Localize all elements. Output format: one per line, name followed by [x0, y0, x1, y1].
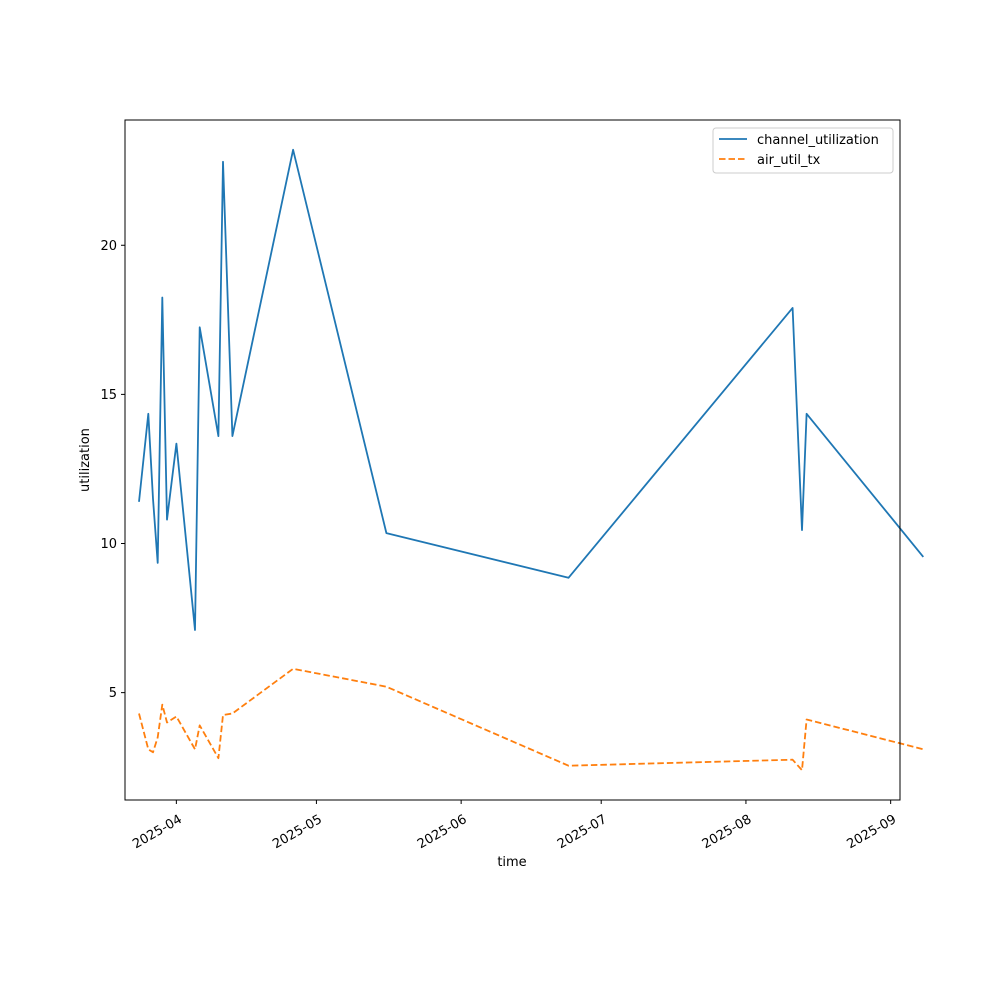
- y-tick-label: 5: [109, 686, 117, 701]
- plot-area-frame: [124, 119, 901, 801]
- legend-label-channel-utilization: channel_utilization: [757, 133, 879, 148]
- legend: channel_utilization air_util_tx: [712, 127, 894, 174]
- x-axis-label: time: [497, 855, 526, 870]
- legend-label-air-util-tx: air_util_tx: [757, 153, 821, 168]
- legend-box: [712, 127, 894, 174]
- y-axis: 5 10 15 20: [100, 239, 125, 701]
- series-line-channel-utilization: [138, 148, 924, 631]
- y-tick-label: 15: [100, 388, 117, 403]
- y-tick-label: 20: [100, 239, 117, 254]
- series-line-air-util-tx: [138, 667, 924, 772]
- y-axis-label: utilization: [78, 428, 93, 492]
- series-layer: [138, 148, 924, 772]
- y-tick-label: 10: [100, 537, 117, 552]
